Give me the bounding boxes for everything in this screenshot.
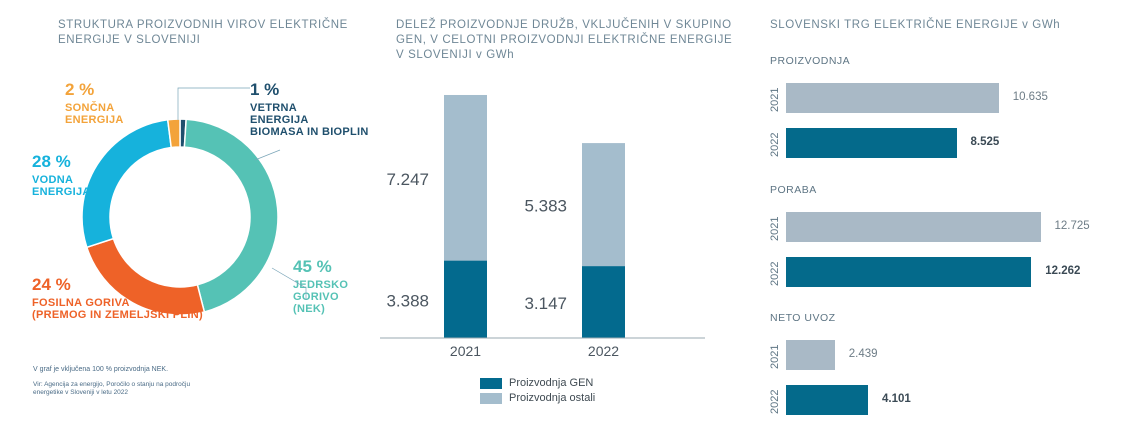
donut-name-label-4-2: BIOMASA IN BIOPLIN xyxy=(250,126,369,138)
legend-others-swatch xyxy=(480,392,502,404)
donut-name-label-4-1: ENERGIJA xyxy=(250,114,309,126)
donut-pct-label-0: 45 % xyxy=(293,257,332,276)
legend-others-label: Proizvodnja ostali xyxy=(509,392,596,404)
panel-gen-share: DELEŽ PROIZVODNJE DRUŽB, VKLJUČENIH V SK… xyxy=(370,0,740,427)
donut-pct-label-1: 24 % xyxy=(32,275,71,294)
donut-leader-line-2 xyxy=(177,87,250,120)
donut-pct-label-3: 2 % xyxy=(65,80,94,99)
hbar-value-0-2021: 10.635 xyxy=(1012,91,1048,103)
year-label-2-2021: 2021 xyxy=(769,344,781,369)
donut-name-label-4-0: VETRNA xyxy=(250,102,297,114)
donut-leader-line-1 xyxy=(254,149,281,161)
source-note-line1: Vir: Agencija za energijo, Poročilo o st… xyxy=(33,381,191,388)
panel-production-structure: STRUKTURA PROIZVODNIH VIROV ELEKTRIČNE E… xyxy=(0,0,370,427)
bar-gen-2021 xyxy=(444,260,487,338)
market-title: SLOVENSKI TRG ELEKTRIČNE ENERGIJE v GWh xyxy=(770,19,1061,31)
hbar-value-0-2022: 8.525 xyxy=(970,136,1000,148)
section-label-2: NETO UVOZ xyxy=(770,312,836,324)
donut-name-label-0-1: GORIVO xyxy=(293,291,339,303)
donut-name-label-3-0: SONČNA xyxy=(65,101,114,114)
legend-others: Proizvodnja ostali xyxy=(480,392,595,404)
gen-share-title: DELEŽ PROIZVODNJE DRUŽB, VKLJUČENIH V SK… xyxy=(396,19,733,61)
hbar-1-2022 xyxy=(786,257,1032,287)
bar-gen-2022 xyxy=(582,266,625,338)
source-note-line2: energetike v Sloveniji v letu 2022 xyxy=(33,389,129,396)
hbar-value-1-2021: 12.725 xyxy=(1054,220,1090,232)
donut-leader-line-0 xyxy=(271,267,307,300)
category-label-2021: 2021 xyxy=(450,343,481,359)
panel-electricity-market: SLOVENSKI TRG ELEKTRIČNE ENERGIJE v GWh … xyxy=(740,0,1140,427)
category-label-2022: 2022 xyxy=(588,343,619,359)
hbar-1-2021 xyxy=(786,212,1041,242)
bar-others-2021 xyxy=(444,94,487,261)
hbar-2-2021 xyxy=(786,340,835,370)
hbar-value-2-2022: 4.101 xyxy=(882,393,911,405)
year-label-1-2022: 2022 xyxy=(769,261,781,286)
legend-gen: Proizvodnja GEN xyxy=(480,377,593,389)
year-label-0-2021: 2021 xyxy=(769,87,781,112)
value-label-others-2021: 7.247 xyxy=(386,170,429,189)
donut-name-label-1-1: (PREMOG IN ZEMELJSKI PLIN) xyxy=(32,309,203,321)
donut-slice-0 xyxy=(183,118,279,313)
year-label-1-2021: 2021 xyxy=(769,216,781,241)
donut-title: STRUKTURA PROIZVODNIH VIROV ELEKTRIČNE E… xyxy=(58,19,348,46)
legend-gen-label: Proizvodnja GEN xyxy=(509,377,594,389)
donut-pct-label-2: 28 % xyxy=(32,152,71,171)
hbar-0-2022 xyxy=(786,128,957,158)
donut-pct-label-4: 1 % xyxy=(250,80,279,99)
donut-name-label-0-0: JEDRSKO xyxy=(293,279,348,291)
donut-name-label-3-1: ENERGIJA xyxy=(65,114,124,126)
year-label-2-2022: 2022 xyxy=(769,389,781,414)
donut-name-label-1-0: FOSILNA GORIVA xyxy=(32,297,130,309)
year-label-0-2022: 2022 xyxy=(769,132,781,157)
donut-name-label-2-1: ENERGIJA xyxy=(32,186,91,198)
hbar-value-2-2021: 2.439 xyxy=(848,348,878,360)
legend-gen-swatch xyxy=(480,377,502,389)
value-label-others-2022: 5.383 xyxy=(524,197,567,216)
hbar-2-2022 xyxy=(786,385,869,415)
donut-slice-3 xyxy=(166,118,181,149)
donut-name-label-0-2: (NEK) xyxy=(293,303,325,315)
bar-others-2022 xyxy=(582,143,625,267)
value-label-gen-2022: 3.147 xyxy=(524,294,567,313)
hbar-0-2021 xyxy=(786,83,999,113)
section-label-0: PROIZVODNJA xyxy=(770,55,851,67)
nek-note: V graf je vključena 100 % proizvodnja NE… xyxy=(33,366,169,373)
donut-slice-2 xyxy=(81,118,173,249)
donut-name-label-2-0: VODNA xyxy=(32,174,73,186)
hbar-value-1-2022: 12.262 xyxy=(1045,265,1081,277)
stacked-bar-chart: 3.388 7.247 2021 3.147 5.383 2022 xyxy=(380,94,705,359)
value-label-gen-2021: 3.388 xyxy=(386,291,429,310)
section-label-1: PORABA xyxy=(770,184,817,196)
horizontal-bar-chart: PROIZVODNJA 2021 10.635 2022 8.525 PORABA 2021… xyxy=(740,0,1140,427)
